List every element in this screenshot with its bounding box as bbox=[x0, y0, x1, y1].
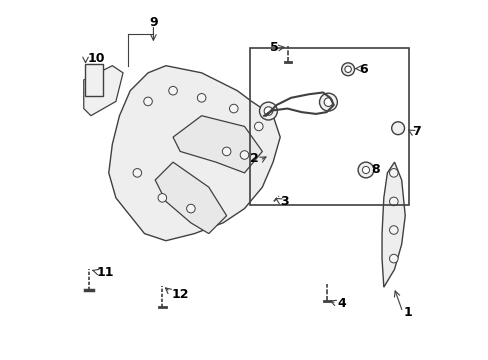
Circle shape bbox=[168, 86, 177, 95]
Circle shape bbox=[391, 122, 404, 135]
Text: 6: 6 bbox=[358, 63, 366, 76]
Circle shape bbox=[264, 107, 272, 115]
Circle shape bbox=[357, 162, 373, 178]
Circle shape bbox=[324, 98, 332, 107]
Polygon shape bbox=[173, 116, 262, 173]
Circle shape bbox=[254, 122, 263, 131]
Text: 7: 7 bbox=[411, 125, 420, 138]
Ellipse shape bbox=[87, 68, 101, 74]
Ellipse shape bbox=[87, 76, 101, 84]
Circle shape bbox=[389, 168, 397, 177]
Circle shape bbox=[389, 226, 397, 234]
Circle shape bbox=[133, 168, 142, 177]
Polygon shape bbox=[155, 162, 226, 234]
Text: 10: 10 bbox=[87, 52, 104, 65]
Polygon shape bbox=[108, 66, 280, 241]
FancyBboxPatch shape bbox=[84, 64, 102, 96]
Text: 11: 11 bbox=[96, 266, 114, 279]
Circle shape bbox=[240, 151, 248, 159]
Polygon shape bbox=[83, 66, 123, 116]
Circle shape bbox=[389, 254, 397, 263]
Circle shape bbox=[158, 194, 166, 202]
Text: 9: 9 bbox=[149, 16, 158, 29]
Text: 3: 3 bbox=[280, 195, 288, 208]
Polygon shape bbox=[381, 162, 405, 287]
Text: 4: 4 bbox=[337, 297, 346, 310]
Text: 2: 2 bbox=[249, 152, 258, 165]
Text: 5: 5 bbox=[269, 41, 278, 54]
Circle shape bbox=[341, 63, 354, 76]
Text: 12: 12 bbox=[171, 288, 188, 301]
Text: 8: 8 bbox=[370, 163, 379, 176]
Text: 1: 1 bbox=[403, 306, 411, 319]
Circle shape bbox=[344, 66, 350, 72]
Circle shape bbox=[362, 166, 369, 174]
Circle shape bbox=[259, 102, 277, 120]
Circle shape bbox=[222, 147, 230, 156]
Circle shape bbox=[389, 197, 397, 206]
Circle shape bbox=[197, 94, 205, 102]
Circle shape bbox=[186, 204, 195, 213]
Circle shape bbox=[143, 97, 152, 106]
Circle shape bbox=[229, 104, 238, 113]
Circle shape bbox=[319, 93, 337, 111]
Ellipse shape bbox=[87, 86, 101, 91]
